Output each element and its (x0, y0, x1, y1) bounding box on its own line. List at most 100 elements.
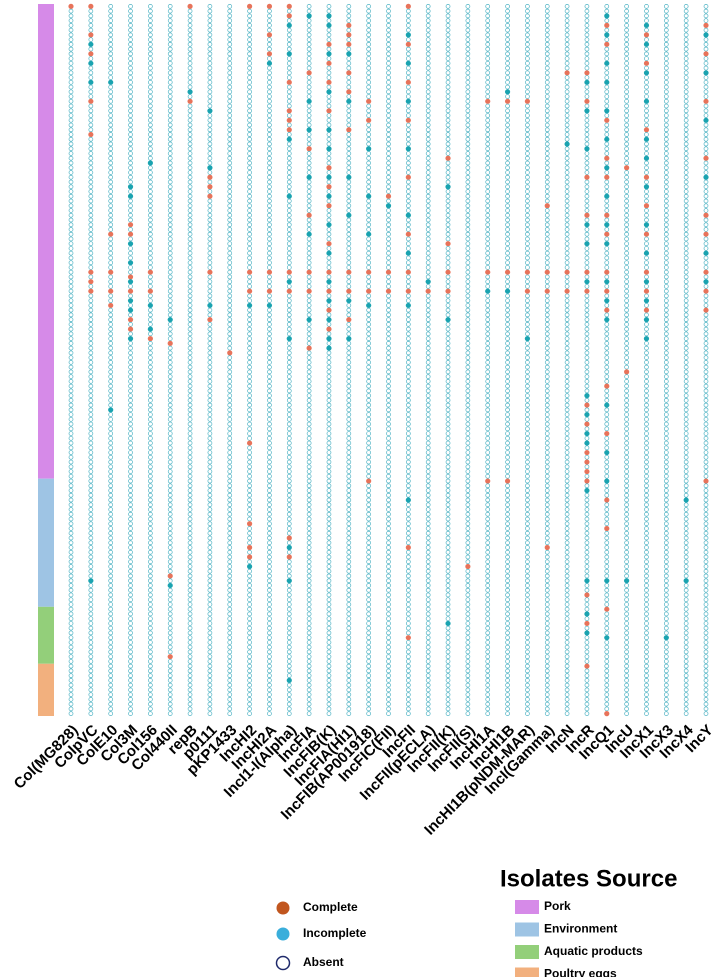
absent-dot (485, 227, 491, 232)
absent-dot (525, 644, 530, 650)
absent-dot (604, 554, 610, 560)
absent-dot (405, 564, 411, 569)
absent-dot (703, 255, 709, 261)
complete-dot (326, 108, 332, 114)
absent-dot (604, 407, 610, 413)
legend-label: Absent (303, 955, 344, 969)
absent-dot (644, 236, 649, 242)
absent-dot (386, 682, 391, 688)
absent-dot (267, 526, 272, 531)
complete-dot (326, 203, 332, 209)
absent-dot (227, 507, 233, 512)
absent-dot (187, 464, 193, 470)
absent-dot (247, 260, 252, 266)
absent-dot (68, 227, 74, 232)
absent-dot (425, 184, 431, 190)
incomplete-dot (326, 146, 332, 152)
absent-dot (683, 27, 689, 33)
absent-dot (207, 146, 213, 152)
absent-dot (386, 535, 391, 541)
absent-dot (485, 364, 491, 370)
absent-dot (88, 568, 94, 574)
absent-dot (525, 554, 530, 560)
absent-dot (525, 146, 530, 152)
absent-dot (187, 578, 193, 584)
absent-dot (148, 459, 153, 465)
absent-dot (485, 355, 491, 360)
absent-dot (584, 706, 590, 712)
absent-dot (564, 573, 570, 579)
absent-dot (326, 583, 332, 588)
absent-dot (227, 312, 233, 318)
absent-dot (88, 678, 94, 683)
absent-dot (326, 117, 332, 123)
complete-dot (703, 212, 709, 218)
absent-dot (128, 678, 133, 683)
absent-dot (128, 4, 133, 9)
absent-dot (326, 407, 332, 413)
absent-dot (505, 540, 510, 546)
absent-dot (505, 459, 510, 465)
absent-dot (624, 241, 629, 247)
absent-dot (544, 274, 550, 280)
absent-dot (128, 564, 133, 569)
absent-dot (564, 350, 570, 356)
absent-dot (247, 165, 252, 171)
absent-dot (286, 516, 292, 522)
absent-dot (306, 535, 312, 541)
absent-dot (663, 393, 669, 398)
absent-dot (286, 483, 292, 489)
absent-dot (386, 37, 391, 42)
absent-dot (68, 298, 74, 304)
absent-dot (68, 649, 74, 655)
absent-dot (366, 573, 372, 579)
absent-dot (445, 170, 451, 175)
absent-dot (267, 336, 272, 341)
absent-dot (405, 606, 411, 612)
absent-dot (346, 426, 352, 432)
absent-dot (425, 307, 431, 313)
absent-dot (306, 364, 312, 370)
absent-dot (465, 322, 471, 327)
absent-dot (624, 488, 629, 493)
absent-dot (366, 630, 372, 636)
absent-dot (267, 108, 272, 114)
absent-dot (247, 170, 252, 175)
absent-dot (88, 492, 94, 498)
absent-dot (683, 250, 689, 256)
absent-dot (663, 79, 669, 85)
absent-dot (68, 56, 74, 61)
absent-dot (207, 687, 213, 693)
absent-dot (624, 668, 629, 674)
absent-dot (703, 184, 709, 190)
absent-dot (544, 98, 550, 104)
absent-dot (663, 697, 669, 702)
absent-dot (544, 592, 550, 598)
absent-dot (227, 51, 233, 57)
absent-dot (148, 407, 153, 413)
absent-dot (505, 293, 510, 299)
absent-dot (386, 492, 391, 498)
absent-dot (425, 701, 431, 707)
absent-dot (425, 174, 431, 180)
absent-dot (88, 350, 94, 356)
absent-dot (128, 13, 133, 19)
absent-dot (207, 435, 213, 441)
complete-dot (584, 620, 590, 627)
absent-dot (445, 179, 451, 185)
absent-dot (525, 635, 530, 641)
absent-dot (68, 151, 74, 156)
absent-dot (227, 84, 233, 90)
absent-dot (544, 431, 550, 436)
absent-dot (624, 189, 629, 194)
absent-dot (703, 663, 709, 669)
absent-dot (108, 65, 114, 71)
absent-dot (405, 46, 411, 52)
absent-dot (425, 155, 431, 161)
absent-dot (167, 84, 173, 90)
absent-dot (505, 397, 510, 403)
absent-dot (227, 307, 233, 313)
absent-dot (346, 160, 352, 166)
absent-dot (683, 193, 689, 199)
absent-dot (108, 435, 114, 441)
